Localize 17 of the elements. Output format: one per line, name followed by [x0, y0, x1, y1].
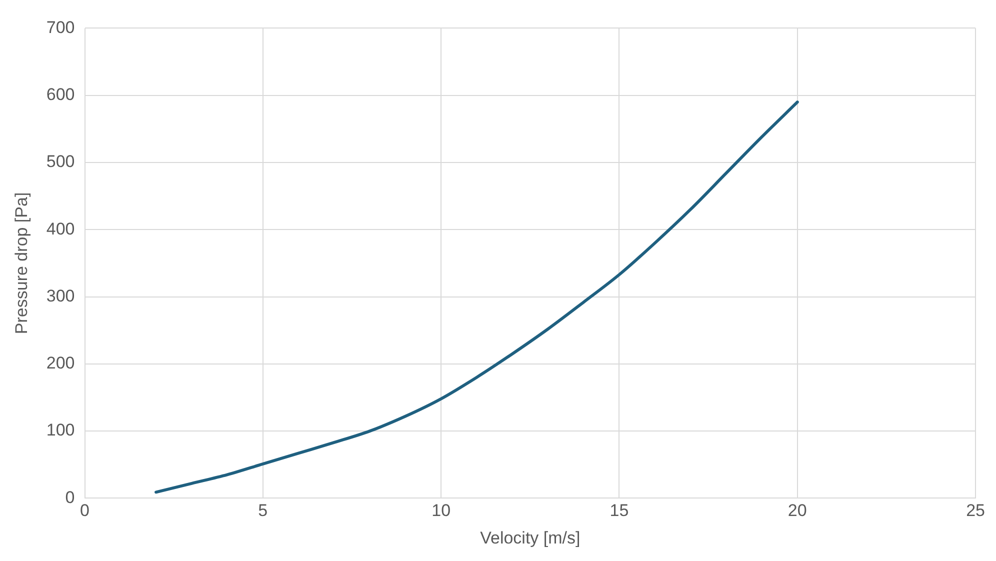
y-tick-label: 600 [46, 85, 75, 104]
line-series [154, 100, 799, 494]
y-tick-label: 100 [46, 420, 75, 440]
y-tick-label: 0 [65, 488, 75, 507]
y-tick-label: 500 [46, 152, 75, 172]
x-tick-label: 15 [610, 501, 629, 520]
x-tick-label: 10 [432, 501, 451, 520]
y-tick-label: 200 [46, 354, 75, 373]
y-tick-label: 300 [46, 286, 75, 306]
x-tick-label: 5 [258, 501, 268, 520]
x-axis-title: Velocity [m/s] [480, 528, 580, 548]
y-tick-label: 400 [46, 219, 75, 238]
x-tick-label: 25 [966, 501, 986, 520]
x-tick-label: 20 [788, 501, 807, 520]
y-tick-label: 700 [46, 18, 75, 37]
x-tick-label: 0 [80, 501, 90, 520]
y-axis-title: Pressure drop [Pa] [12, 192, 31, 334]
